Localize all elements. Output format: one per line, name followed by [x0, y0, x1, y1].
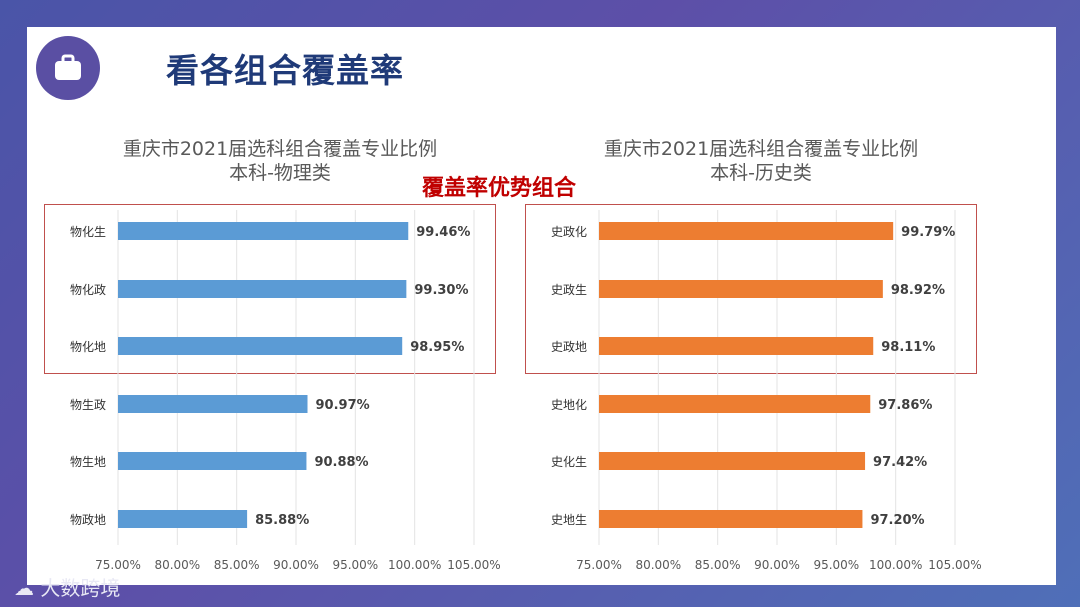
x-tick-label: 100.00% [388, 558, 441, 572]
category-label: 史化生 [551, 455, 587, 469]
x-tick-label: 95.00% [332, 558, 378, 572]
category-label: 史政化 [551, 225, 587, 239]
category-label: 物化生 [70, 225, 106, 239]
data-label: 98.95% [410, 340, 464, 355]
x-tick-label: 90.00% [754, 558, 800, 572]
watermark-text: ☁ 大数跨境 [14, 572, 120, 601]
bar [599, 280, 883, 298]
x-tick-label: 105.00% [928, 558, 981, 572]
x-tick-label: 100.00% [869, 558, 922, 572]
data-label: 99.46% [416, 225, 470, 240]
data-label: 85.88% [255, 513, 309, 528]
data-label: 98.92% [891, 283, 945, 298]
category-label: 物生地 [70, 455, 106, 469]
watermark-label: 大数跨境 [40, 576, 121, 600]
x-tick-label: 75.00% [95, 558, 141, 572]
category-label: 史政地 [551, 340, 587, 354]
category-label: 物政地 [70, 513, 106, 527]
bar [599, 337, 874, 355]
category-label: 史政生 [551, 283, 587, 297]
data-label: 97.42% [873, 455, 927, 470]
x-tick-label: 95.00% [813, 558, 859, 572]
x-tick-label: 80.00% [154, 558, 200, 572]
highlight-label: 覆盖率优势组合 [422, 176, 577, 201]
x-tick-label: 75.00% [576, 558, 622, 572]
chart-title-text: 重庆市2021届选科组合覆盖专业比例 [122, 138, 438, 160]
x-tick-label: 85.00% [214, 558, 260, 572]
category-label: 史地化 [551, 398, 587, 412]
data-label: 90.97% [316, 398, 370, 413]
x-tick-label: 85.00% [695, 558, 741, 572]
chart-subtitle-text: 本科-历史类 [710, 162, 812, 184]
slide-background [27, 27, 1056, 585]
chart-title-text: 重庆市2021届选科组合覆盖专业比例 [603, 138, 919, 160]
briefcase-icon [55, 54, 81, 80]
data-label: 97.86% [878, 398, 932, 413]
section-badge [36, 36, 100, 100]
data-label: 90.88% [314, 455, 368, 470]
chart-subtitle-text: 本科-物理类 [229, 162, 331, 184]
bar [599, 452, 866, 470]
bar [599, 222, 894, 240]
bar [118, 510, 248, 528]
highlight-box-history [525, 204, 977, 374]
category-label: 物生政 [70, 398, 106, 412]
cloud-logo-icon: ☁ [14, 576, 41, 600]
category-label: 史地生 [551, 513, 587, 527]
bar [118, 452, 307, 470]
bar [118, 222, 409, 240]
x-tick-label: 90.00% [273, 558, 319, 572]
x-tick-label: 105.00% [447, 558, 500, 572]
bar [118, 280, 407, 298]
bar [118, 337, 403, 355]
data-label: 99.30% [414, 283, 468, 298]
bar [599, 510, 863, 528]
data-label: 99.79% [901, 225, 955, 240]
x-tick-label: 80.00% [635, 558, 681, 572]
data-label: 97.20% [870, 513, 924, 528]
chart-title-physics: 重庆市2021届选科组合覆盖专业比例 本科-物理类 [80, 137, 480, 185]
bar [599, 395, 871, 413]
chart-title-history: 重庆市2021届选科组合覆盖专业比例 本科-历史类 [561, 137, 961, 185]
category-label: 物化政 [70, 283, 106, 297]
highlight-box-physics [44, 204, 496, 374]
category-label: 物化地 [70, 340, 106, 354]
bar [118, 395, 308, 413]
data-label: 98.11% [881, 340, 935, 355]
page-title: 看各组合覆盖率 [166, 51, 404, 90]
